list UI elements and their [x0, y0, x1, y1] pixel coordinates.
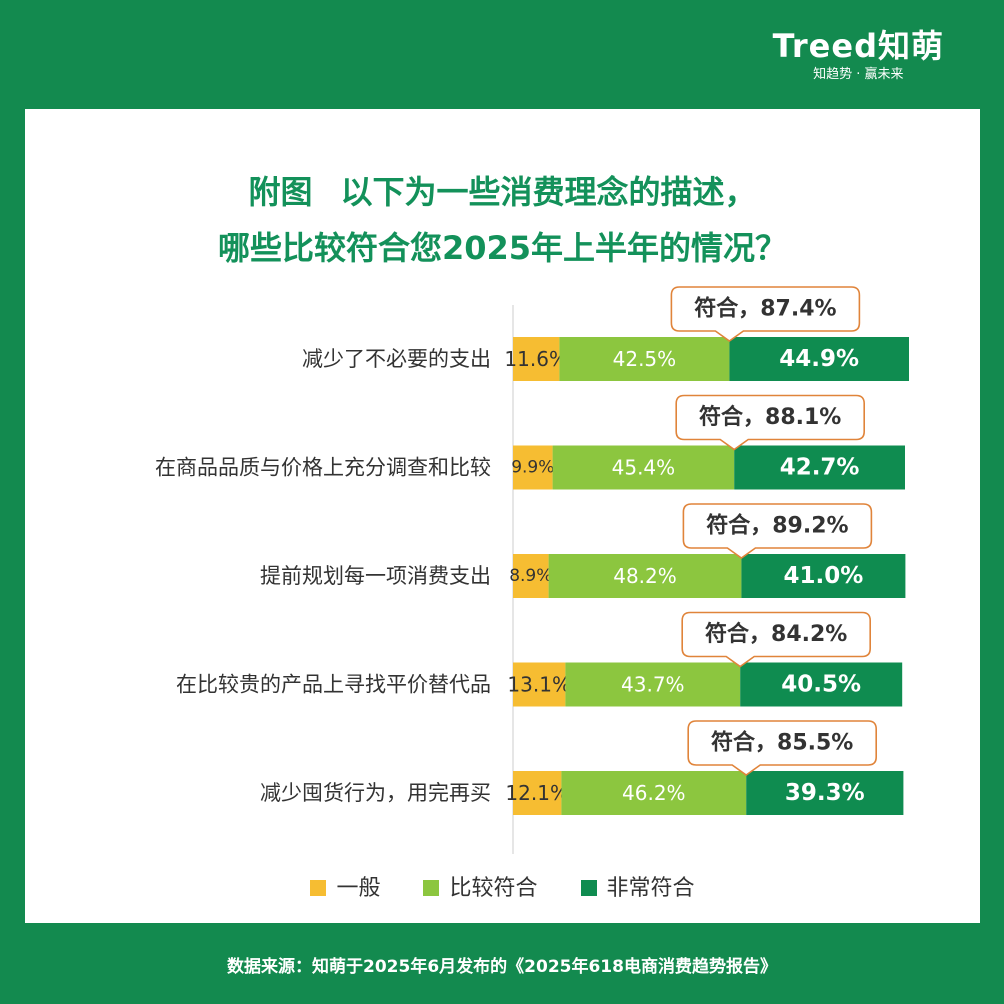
- bar-segment-fairly: [559, 337, 730, 381]
- total-callout-box: [687, 720, 877, 776]
- legend-swatch-fairly: [423, 880, 440, 896]
- bar-segment-general: [513, 337, 560, 381]
- chart-legend: 一般 比较符合 非常符合: [25, 874, 980, 904]
- data-label-general: 13.1%: [507, 673, 571, 697]
- data-source-footer: 数据来源：知萌于2025年6月发布的《2025年618电商消费趋势报告》: [227, 957, 777, 977]
- category-label: 提前规划每一项消费支出: [260, 564, 491, 588]
- chart-panel: 附图 以下为一些消费理念的描述， 哪些比较符合您2025年上半年的情况？ 减少了不…: [25, 109, 980, 923]
- data-label-fairly: 48.2%: [613, 564, 677, 588]
- chart-title: 附图 以下为一些消费理念的描述， 哪些比较符合您2025年上半年的情况？: [25, 164, 980, 276]
- bar-segment-general: [513, 554, 549, 598]
- total-callout-label: 符合，84.2%: [705, 621, 847, 647]
- bar-segment-general: [513, 771, 562, 815]
- bar-segment-very: [740, 662, 903, 707]
- category-label: 减少囤货行为，用完再买: [260, 781, 491, 805]
- total-callout-box: [670, 286, 861, 342]
- total-callout-label: 符合，87.4%: [694, 296, 836, 322]
- legend-label-fairly: 比较符合: [449, 876, 538, 901]
- total-callout-label: 符合，89.2%: [706, 513, 848, 539]
- data-label-fairly: 43.7%: [621, 673, 685, 697]
- bar-segment-fairly: [561, 771, 747, 815]
- legend-item-very: 非常符合: [580, 874, 695, 904]
- category-label: 减少了不必要的支出: [302, 347, 491, 371]
- category-label: 在商品品质与价格上充分调查和比较: [155, 456, 491, 480]
- data-label-very: 39.3%: [785, 780, 865, 806]
- bar-segment-fairly: [548, 554, 742, 598]
- bar-segment-very: [734, 445, 905, 490]
- title-line-1: 附图 以下为一些消费理念的描述，: [25, 164, 980, 220]
- bar-segment-very: [741, 554, 906, 598]
- data-label-general: 12.1%: [505, 781, 569, 805]
- title-figure-label: 附图: [248, 173, 313, 211]
- data-label-very: 40.5%: [781, 672, 861, 698]
- legend-item-general: 一般: [310, 874, 380, 904]
- bar-segment-fairly: [565, 662, 741, 707]
- data-label-very: 41.0%: [784, 563, 864, 589]
- data-label-very: 44.9%: [779, 346, 859, 372]
- title-line-2: 哪些比较符合您2025年上半年的情况？: [217, 229, 788, 267]
- stacked-bar-chart: 减少了不必要的支出 11.6% 42.5% 44.9% 符合，87.4% 在商品品质与价格…: [155, 286, 909, 854]
- data-label-fairly: 42.5%: [613, 347, 677, 371]
- category-label: 在比较贵的产品上寻找平价替代品: [176, 673, 491, 697]
- title-question-part-1: 以下为一些消费理念的描述，: [340, 173, 757, 211]
- logo-wordmark: Treed知萌: [772, 27, 944, 65]
- data-label-very: 42.7%: [780, 455, 860, 481]
- legend-label-general: 一般: [336, 876, 381, 901]
- total-callout-label: 符合，88.1%: [699, 404, 841, 430]
- bar-segment-very: [746, 771, 904, 815]
- total-callout-box: [681, 611, 871, 668]
- bar-segment-general: [513, 662, 566, 707]
- brand-logo: Treed知萌 知趋势 · 赢未来: [773, 28, 944, 84]
- bar-segment-fairly: [552, 445, 735, 490]
- bar-segment-general: [513, 445, 553, 490]
- data-label-general: 8.9%: [509, 566, 552, 586]
- total-callout-label: 符合，85.5%: [711, 730, 853, 756]
- data-label-general: 9.9%: [511, 458, 554, 478]
- bar-segment-very: [729, 337, 909, 381]
- data-label-general: 11.6%: [504, 347, 568, 371]
- data-label-fairly: 45.4%: [612, 456, 676, 480]
- legend-label-very: 非常符合: [606, 876, 695, 901]
- logo-slogan: 知趋势 · 赢未来: [813, 67, 904, 82]
- legend-item-fairly: 比较符合: [423, 874, 538, 904]
- total-callout-box: [675, 394, 865, 451]
- legend-swatch-general: [310, 880, 327, 896]
- data-label-fairly: 46.2%: [622, 781, 686, 805]
- total-callout-box: [682, 503, 873, 559]
- legend-swatch-very: [580, 880, 597, 896]
